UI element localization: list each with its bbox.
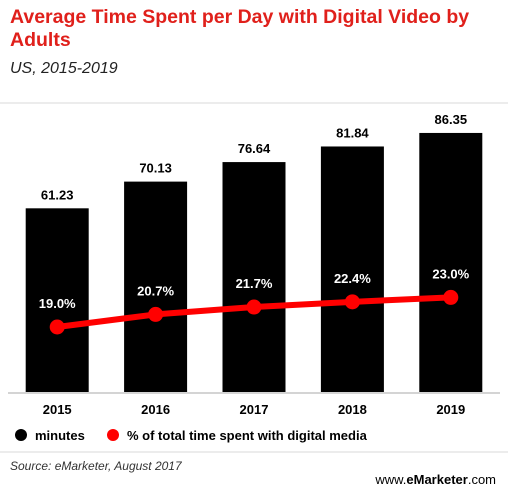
x-tick-label-2015: 2015 bbox=[43, 402, 72, 417]
line-value-label-2019: 23.0% bbox=[432, 266, 469, 281]
bar-value-label-2015: 61.23 bbox=[41, 187, 74, 202]
bar-value-label-2018: 81.84 bbox=[336, 125, 369, 140]
brand-name: eMarketer bbox=[406, 472, 468, 487]
brand-url: www.eMarketer.com bbox=[375, 472, 496, 487]
legend-label-digital-media-share: % of total time spent with digital media bbox=[127, 428, 368, 443]
bar-2017 bbox=[222, 162, 286, 392]
line-point-2016 bbox=[148, 306, 164, 322]
bar-value-label-2016: 70.13 bbox=[139, 161, 172, 176]
brand-prefix: www. bbox=[375, 472, 407, 487]
x-tick-label-2019: 2019 bbox=[436, 402, 465, 417]
line-point-2017 bbox=[246, 299, 262, 315]
x-tick-label-2016: 2016 bbox=[141, 402, 170, 417]
legend-swatch-minutes bbox=[15, 429, 27, 441]
bar-value-label-2019: 86.35 bbox=[435, 112, 468, 127]
line-value-label-2015: 19.0% bbox=[39, 296, 76, 311]
brand-suffix: .com bbox=[467, 472, 496, 487]
chart-subtitle: US, 2015-2019 bbox=[10, 60, 118, 77]
line-value-label-2017: 21.7% bbox=[236, 276, 273, 291]
line-value-label-2018: 22.4% bbox=[334, 271, 371, 286]
bar-2018 bbox=[320, 146, 384, 392]
bar-2015 bbox=[25, 208, 89, 392]
line-point-2018 bbox=[344, 294, 360, 310]
legend-swatch-digital-media-share bbox=[107, 429, 119, 441]
x-tick-label-2018: 2018 bbox=[338, 402, 367, 417]
source-note: Source: eMarketer, August 2017 bbox=[10, 459, 182, 473]
legend-label-minutes: minutes bbox=[35, 428, 85, 443]
line-value-label-2016: 20.7% bbox=[137, 283, 174, 298]
line-point-2019 bbox=[443, 289, 459, 305]
bar-2016 bbox=[124, 181, 188, 392]
x-tick-label-2017: 2017 bbox=[240, 402, 269, 417]
bar-value-label-2017: 76.64 bbox=[238, 141, 271, 156]
bar-2019 bbox=[419, 132, 483, 392]
chart-title: Average Time Spent per Day with Digital … bbox=[10, 6, 470, 51]
line-point-2015 bbox=[49, 319, 65, 335]
